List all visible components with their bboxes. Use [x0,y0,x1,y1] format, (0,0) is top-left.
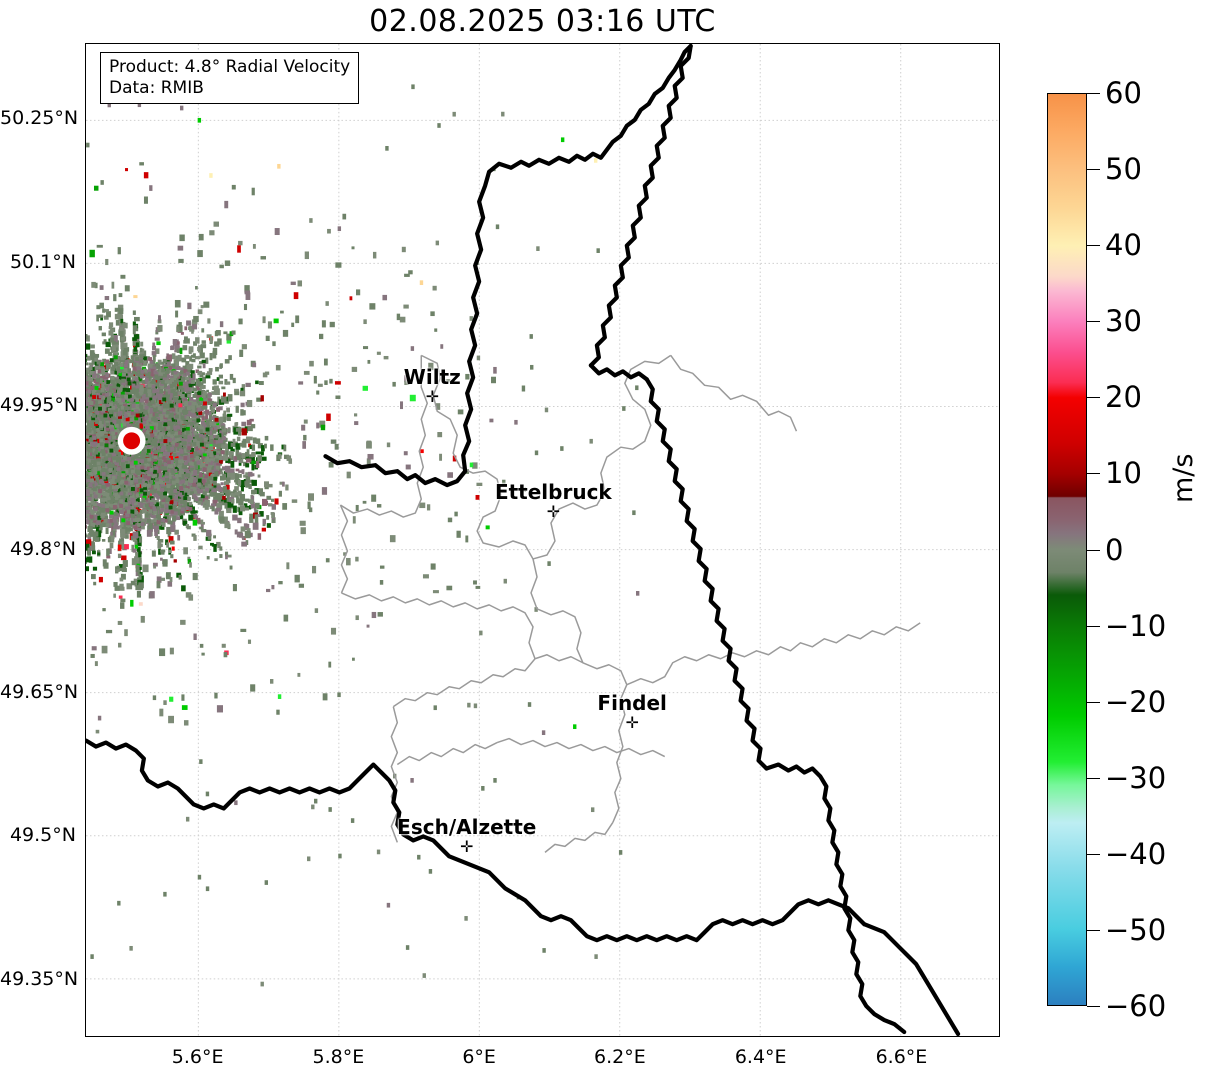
colorbar-tick [1087,397,1100,399]
y-axis-tick-label: 50.1°N [9,250,76,273]
city-marker-icon: ✛ [625,712,639,732]
x-axis-tick-label: 6.4°E [734,1046,787,1068]
colorbar-tick-label: −50 [1105,912,1167,947]
radar-map-plot: Product: 4.8° Radial Velocity Data: RMIB… [85,43,1000,1037]
colorbar-tick [1087,549,1100,551]
colorbar-tick [1087,929,1100,931]
y-axis-tick-label: 49.65°N [0,680,79,703]
y-axis-tick-label: 49.95°N [0,394,79,417]
national-borders [86,44,961,1036]
x-axis-tick-label: 5.8°E [312,1046,365,1068]
colorbar-tick [1087,1006,1100,1007]
colorbar-tick [1087,321,1100,323]
colorbar-tick [1087,473,1100,475]
city-name: Wiltz [403,364,461,389]
y-axis-tick-label: 50.25°N [0,107,79,130]
colorbar-tick-label: 10 [1105,456,1142,491]
city-label-wiltz: Wiltz ✛ [403,364,461,406]
colorbar-tick [1087,93,1100,94]
colorbar-tick-label: 20 [1105,380,1142,415]
city-label-esch-alzette: Esch/Alzette ✛ [397,815,537,857]
y-axis-tick-label: 49.8°N [9,537,76,560]
colorbar-tick-label: −20 [1105,684,1167,719]
colorbar-tick-label: 0 [1105,532,1124,567]
colorbar-tick-label: 60 [1105,76,1142,110]
colorbar-tick [1087,169,1100,171]
canton-boundaries [339,354,921,853]
city-label-findel: Findel ✛ [597,690,667,732]
city-marker-icon: ✛ [425,386,439,406]
page-title: 02.08.2025 03:16 UTC [369,4,716,39]
colorbar-gradient [1047,93,1087,1006]
map-canvas [86,44,999,1036]
colorbar-tick [1087,853,1100,855]
colorbar-tick-label: 50 [1105,152,1142,187]
colorbar-tick-label: 40 [1105,228,1142,263]
city-name: Ettelbruck [494,479,612,504]
city-name: Esch/Alzette [397,815,537,840]
data-source-line: Data: RMIB [109,77,204,98]
product-line: Product: 4.8° Radial Velocity [109,57,351,77]
radar-echo-layer [86,84,640,987]
x-axis-tick-label: 6.6°E [875,1046,928,1068]
colorbar-tick [1087,701,1100,703]
gridlines [86,44,999,1036]
x-axis-tick-label: 5.6°E [171,1046,224,1068]
city-label-ettelbruck: Ettelbruck ✛ [494,479,612,521]
colorbar-tick-label: −40 [1105,836,1167,871]
city-name: Findel [597,690,667,715]
colorbar-tick-label: −10 [1105,608,1167,643]
product-info-box: Product: 4.8° Radial Velocity Data: RMIB [100,52,360,105]
y-axis-tick-label: 49.5°N [9,824,76,847]
city-marker-icon: ✛ [546,501,561,521]
y-axis-tick-label: 49.35°N [0,967,79,990]
colorbar-unit-label: m/s [1168,453,1199,503]
city-marker-icon: ✛ [460,837,474,857]
x-axis-tick-label: 6°E [462,1046,496,1068]
colorbar-tick [1087,245,1100,247]
colorbar-tick [1087,625,1100,627]
colorbar-tick [1087,777,1100,779]
colorbar-tick-label: 30 [1105,304,1142,339]
colorbar-tick-label: −60 [1105,989,1167,1023]
x-axis-tick-label: 6.2°E [594,1046,646,1068]
colorbar: 60 50 40 30 20 10 0 −10 −20 −30 −40 −50 −60 [1047,76,1166,1023]
colorbar-tick-label: −30 [1105,760,1167,795]
